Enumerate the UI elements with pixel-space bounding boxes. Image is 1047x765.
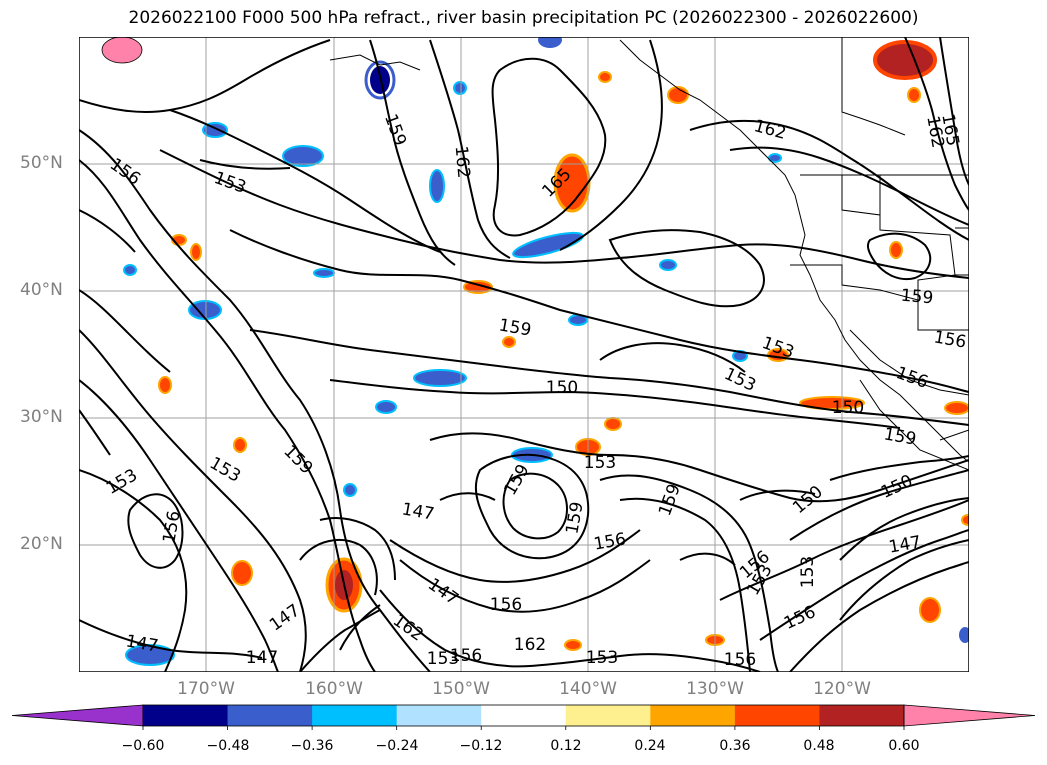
lat-label-50n: 50°N [20, 153, 63, 173]
contour-label: 150 [832, 398, 864, 418]
colorbar-tick: −0.36 [290, 738, 334, 754]
colorbar [11, 704, 1036, 730]
colorbar-tick: −0.12 [459, 738, 503, 754]
lat-label-20n: 20°N [20, 534, 63, 554]
contour-label: 150 [546, 378, 578, 398]
colorbar-cell [312, 705, 398, 726]
colorbar-cell [143, 705, 229, 726]
colorbar-extend-low [11, 704, 144, 727]
lon-label-160w: 160°W [305, 679, 363, 699]
colorbar-cell [396, 705, 482, 726]
colorbar-tick: −0.60 [121, 738, 165, 754]
contour-label: 156 [724, 650, 756, 670]
lon-label-150w: 150°W [432, 679, 490, 699]
contour-label: 159 [900, 286, 934, 309]
colorbar-cell [565, 705, 651, 726]
colorbar-extend-high [903, 704, 1036, 727]
colorbar-tick: 0.12 [550, 738, 582, 754]
map-area [79, 37, 969, 672]
colorbar-cell [650, 705, 736, 726]
lon-label-170w: 170°W [177, 679, 235, 699]
colorbar-tick: 0.36 [719, 738, 751, 754]
contour-label: 162 [451, 145, 474, 179]
contour-label: 162 [514, 635, 546, 655]
colorbar-tick: 0.24 [634, 738, 666, 754]
colorbar-tick: 0.60 [888, 738, 920, 754]
colorbar-cell [734, 705, 820, 726]
lat-label-40n: 40°N [20, 280, 63, 300]
contour-label: 156 [490, 595, 522, 615]
colorbar-cell [227, 705, 313, 726]
lon-label-140w: 140°W [559, 679, 617, 699]
lon-label-130w: 130°W [686, 679, 744, 699]
colorbar-tick: −0.48 [206, 738, 250, 754]
contour-label: 156 [450, 646, 482, 666]
contour-label: 153 [584, 453, 616, 473]
precipitation-shading [101, 37, 969, 666]
contour-label: 153 [427, 649, 459, 669]
contour-lines [79, 37, 969, 672]
contour-label: 153 [586, 648, 618, 668]
map-title: 2026022100 F000 500 hPa refract., river … [128, 8, 919, 28]
colorbar-tick: 0.48 [803, 738, 835, 754]
lon-label-120w: 120°W [813, 679, 871, 699]
contour-label: 153 [798, 556, 818, 588]
colorbar-tick: −0.24 [375, 738, 419, 754]
contour-label: 147 [246, 648, 278, 668]
lat-label-30n: 30°N [20, 407, 63, 427]
colorbar-cell [481, 705, 567, 726]
colorbar-cell [819, 705, 905, 726]
